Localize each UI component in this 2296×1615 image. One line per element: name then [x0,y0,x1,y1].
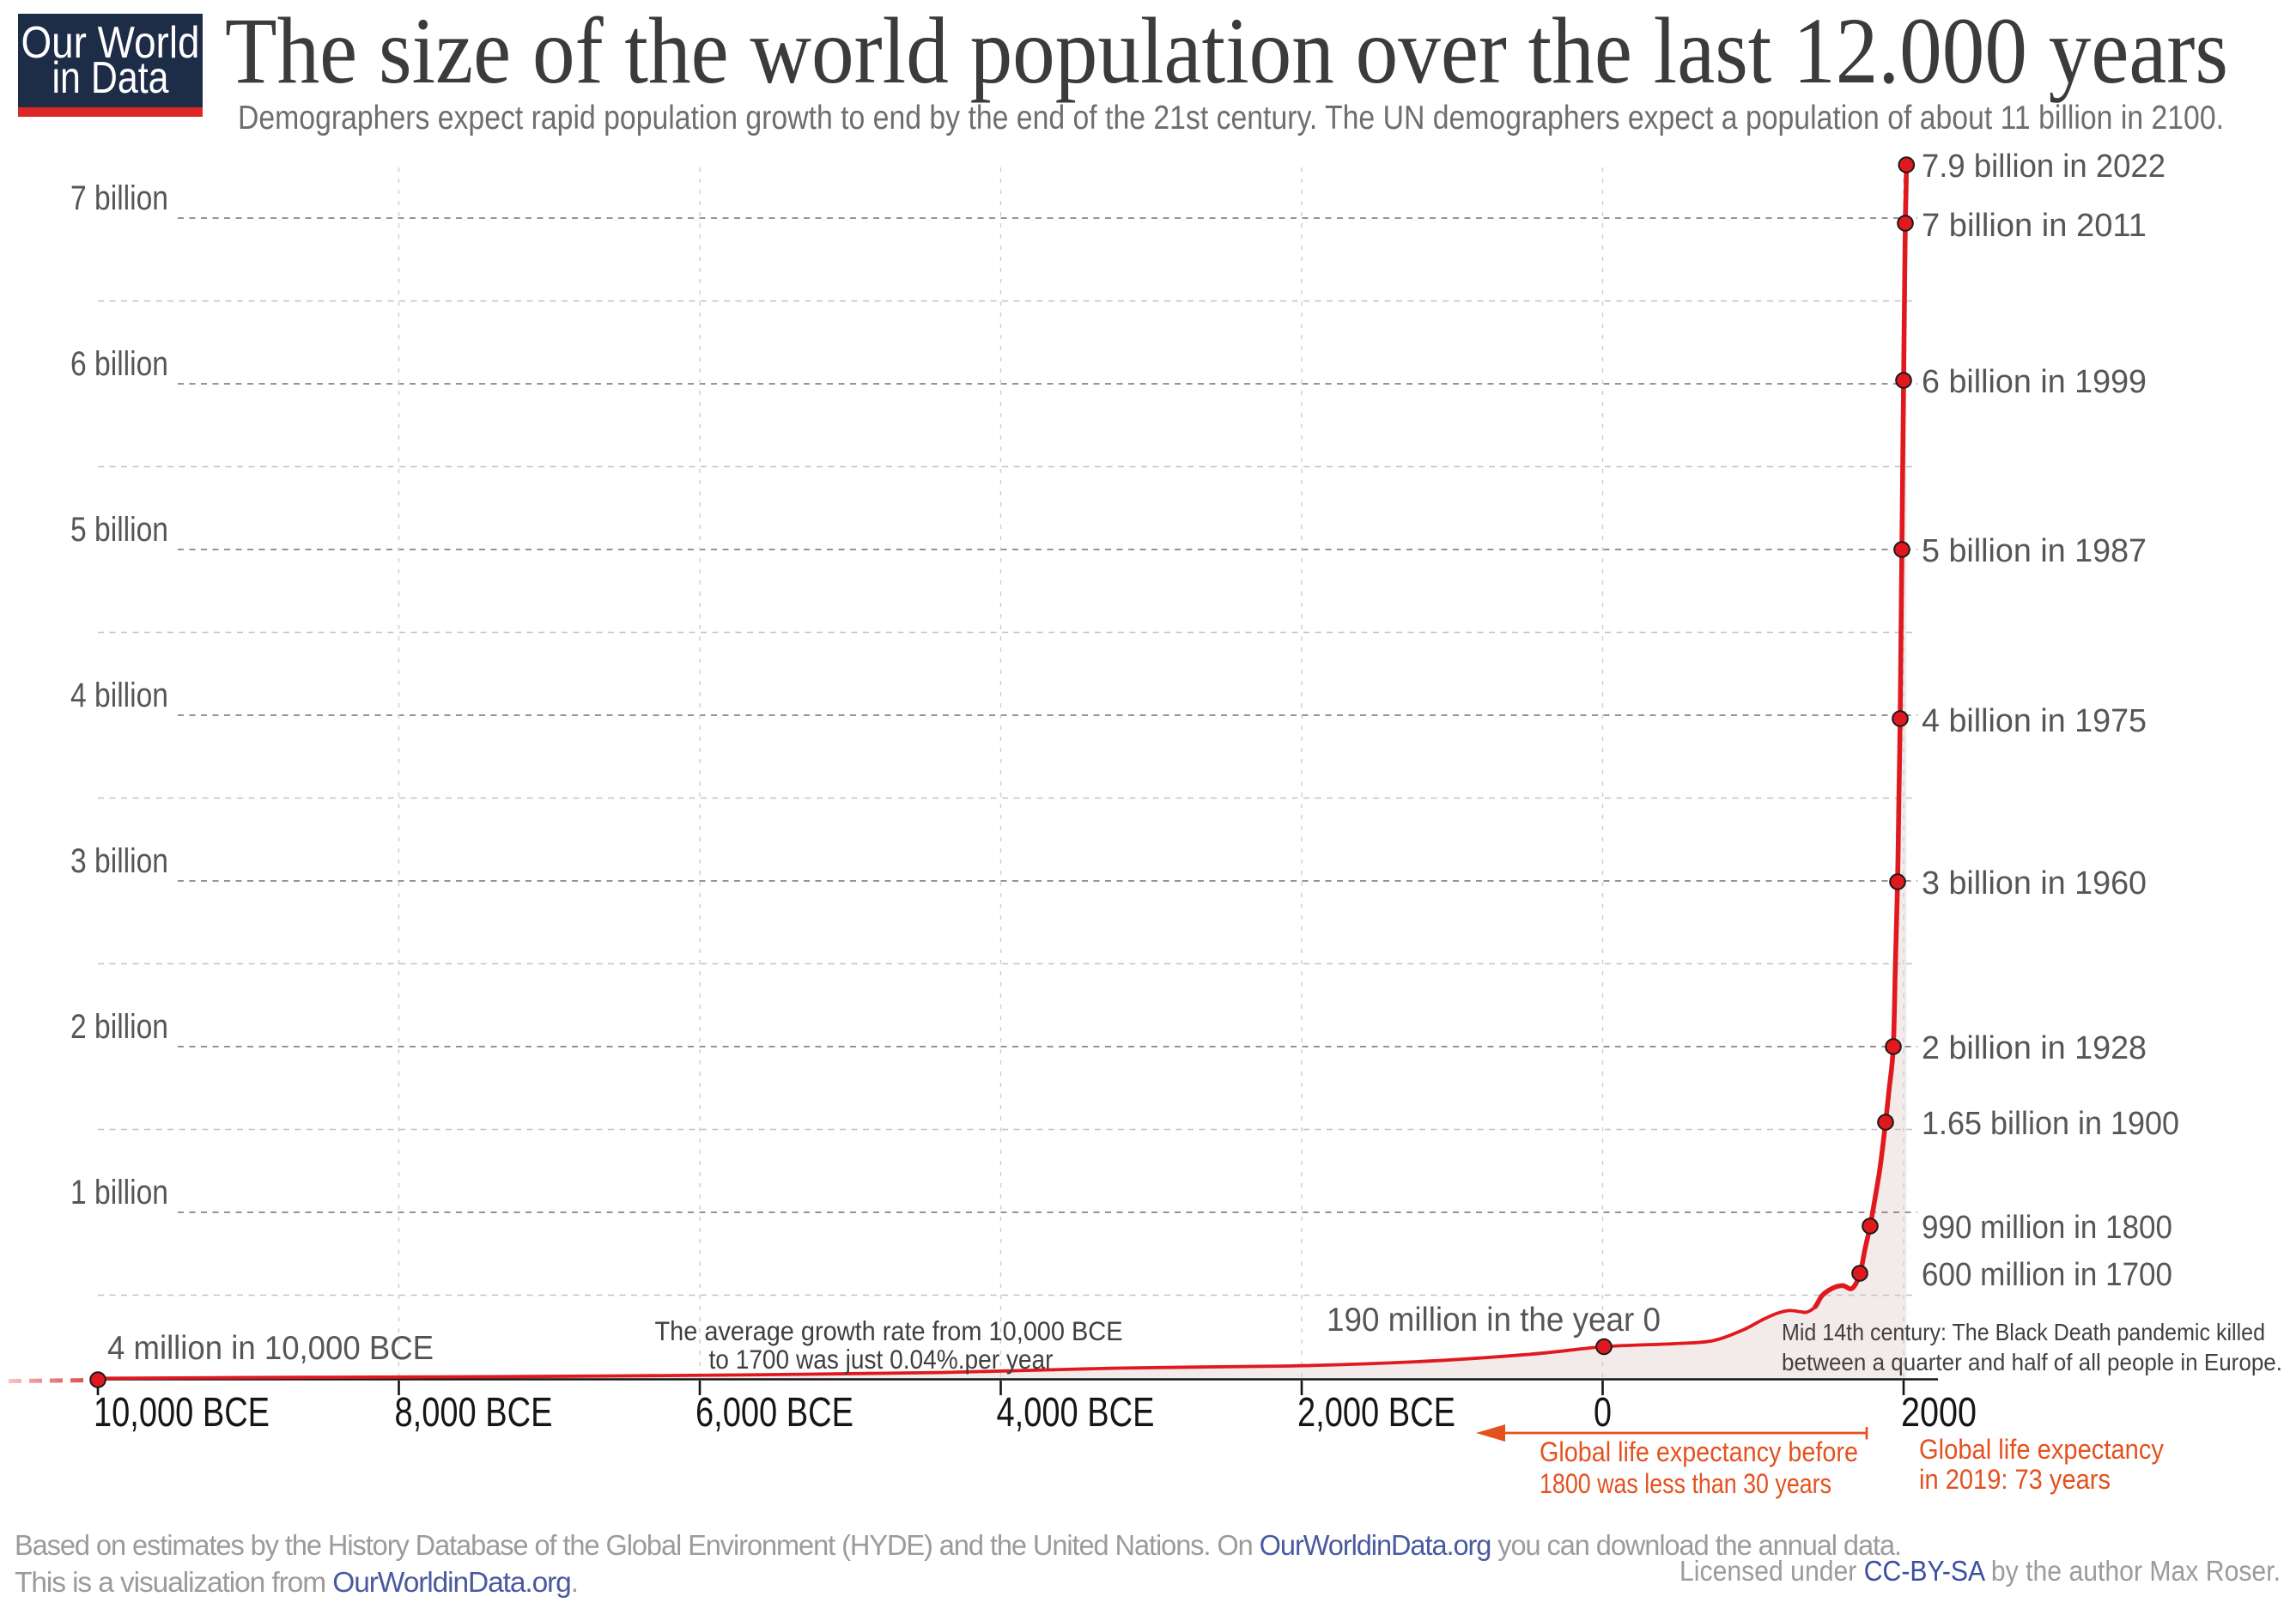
svg-text:990 million in 1800: 990 million in 1800 [1922,1210,2172,1246]
svg-text:Demographers expect rapid popu: Demographers expect rapid population gro… [238,100,2224,137]
svg-text:4 million in 10,000 BCE: 4 million in 10,000 BCE [107,1330,434,1367]
svg-text:4 billion: 4 billion [70,677,168,714]
svg-text:1.65 billion in 1900: 1.65 billion in 1900 [1922,1106,2179,1142]
svg-text:4 billion in 1975: 4 billion in 1975 [1922,703,2147,739]
svg-text:in 2019: 73 years: in 2019: 73 years [1919,1464,2111,1495]
svg-text:1 billion: 1 billion [70,1174,168,1211]
svg-text:2,000 BCE: 2,000 BCE [1297,1390,1455,1436]
svg-text:600 million in 1700: 600 million in 1700 [1922,1257,2172,1293]
svg-text:The size of the world populati: The size of the world population over th… [225,0,2228,103]
svg-text:0: 0 [1594,1390,1612,1436]
svg-text:between a quarter and half of: between a quarter and half of all people… [1782,1349,2282,1375]
svg-text:8,000 BCE: 8,000 BCE [395,1390,553,1436]
svg-text:7 billion in 2011: 7 billion in 2011 [1922,208,2147,244]
svg-text:6 billion in 1999: 6 billion in 1999 [1922,364,2147,400]
svg-text:6,000 BCE: 6,000 BCE [695,1390,853,1436]
svg-text:3 billion in 1960: 3 billion in 1960 [1922,865,2147,902]
svg-text:Mid 14th century: The Black De: Mid 14th century: The Black Death pandem… [1782,1319,2265,1345]
svg-text:Based on estimates by the Hist: Based on estimates by the History Databa… [15,1530,1901,1562]
svg-text:2 billion in 1928: 2 billion in 1928 [1922,1030,2147,1066]
svg-text:Licensed under CC-BY-SA by the: Licensed under CC-BY-SA by the author Ma… [1679,1556,2281,1588]
svg-text:6 billion: 6 billion [70,345,168,383]
svg-text:5 billion in 1987: 5 billion in 1987 [1922,533,2147,569]
svg-text:Our World: Our World [21,18,200,68]
svg-text:3 billion: 3 billion [70,842,168,880]
svg-text:Global life expectancy: Global life expectancy [1919,1434,2164,1465]
svg-text:10,000 BCE: 10,000 BCE [94,1390,270,1436]
svg-text:4,000 BCE: 4,000 BCE [997,1390,1155,1436]
svg-text:The average growth rate from 1: The average growth rate from 10,000 BCE [655,1315,1123,1346]
svg-text:in Data: in Data [52,53,169,103]
svg-text:7 billion: 7 billion [70,179,168,217]
svg-text:to 1700 was just 0.04%.per ye: to 1700 was just 0.04%.per year [709,1344,1054,1375]
svg-text:1800 was less than 30 years: 1800 was less than 30 years [1540,1468,1831,1499]
svg-text:This is a visualization from O: This is a visualization from OurWorldinD… [15,1567,578,1599]
svg-text:7.9 billion in 2022: 7.9 billion in 2022 [1922,149,2165,185]
svg-text:190 million in the year 0: 190 million in the year 0 [1327,1302,1661,1339]
svg-text:5 billion: 5 billion [70,511,168,549]
svg-text:Global life expectancy before: Global life expectancy before [1540,1436,1858,1467]
svg-text:2 billion: 2 billion [70,1008,168,1046]
svg-text:2000: 2000 [1901,1390,1977,1436]
